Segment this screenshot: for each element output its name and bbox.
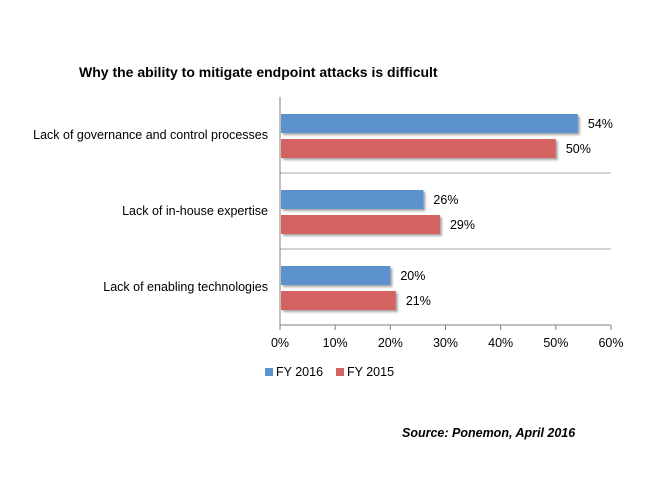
bars <box>281 114 578 310</box>
bar <box>281 139 556 158</box>
axes: 0% 10% 20% 30% 40% 50% 60% <box>271 97 624 350</box>
legend-label: FY 2016 <box>276 365 323 379</box>
x-tick-label: 0% <box>271 336 289 350</box>
x-tick-label: 60% <box>598 336 623 350</box>
category-label: Lack of governance and control processes <box>33 128 268 142</box>
data-labels: 54% 50% 26% 29% 20% 21% <box>400 117 613 308</box>
bar <box>281 215 440 234</box>
x-tick-label: 30% <box>433 336 458 350</box>
legend: FY 2016 FY 2015 <box>265 365 394 379</box>
legend-swatch <box>265 368 273 376</box>
legend-swatch <box>336 368 344 376</box>
legend-label: FY 2015 <box>347 365 394 379</box>
bar <box>281 114 578 133</box>
bar <box>281 266 391 285</box>
category-labels: Lack of governance and control processes… <box>33 128 268 294</box>
category-separators <box>280 172 611 250</box>
bar <box>281 291 396 310</box>
x-tick-label: 20% <box>378 336 403 350</box>
data-label: 26% <box>433 193 458 207</box>
data-label: 21% <box>406 294 431 308</box>
bar <box>281 190 424 209</box>
category-label: Lack of enabling technologies <box>103 280 268 294</box>
data-label: 50% <box>566 142 591 156</box>
data-label: 54% <box>588 117 613 131</box>
data-label: 20% <box>400 269 425 283</box>
x-tick-label: 10% <box>323 336 348 350</box>
chart-title: Why the ability to mitigate endpoint att… <box>79 64 438 80</box>
x-tick-label: 50% <box>543 336 568 350</box>
category-label: Lack of in-house expertise <box>122 204 268 218</box>
source-note: Source: Ponemon, April 2016 <box>402 426 576 440</box>
data-label: 29% <box>450 218 475 232</box>
x-tick-label: 40% <box>488 336 513 350</box>
